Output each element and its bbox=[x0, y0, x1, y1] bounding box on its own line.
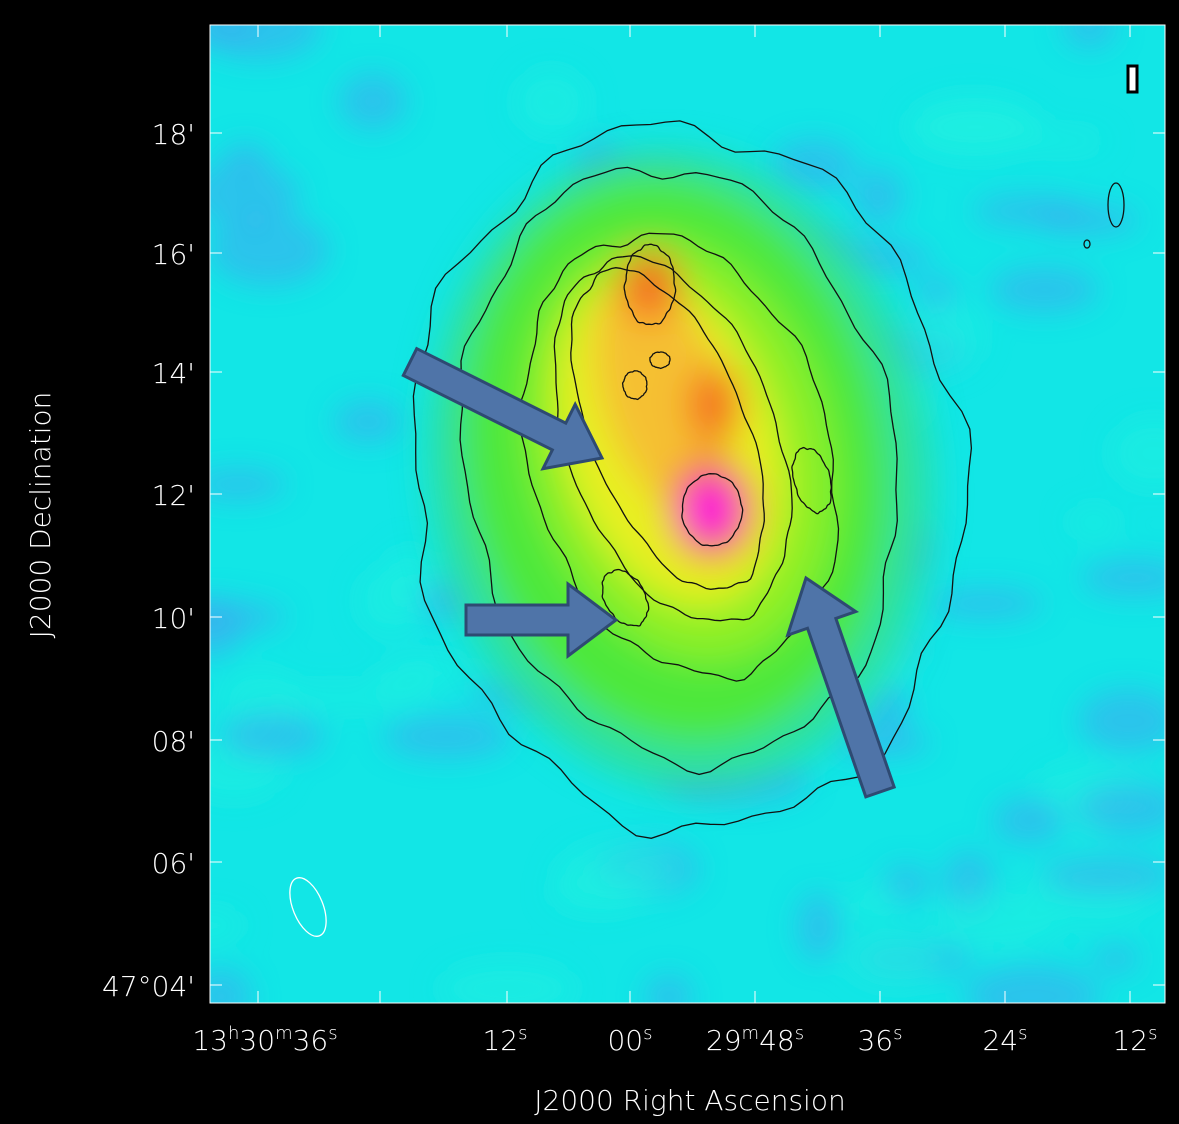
sky-image bbox=[152, 0, 1179, 1027]
noise-blob bbox=[930, 891, 1061, 949]
noise-blob bbox=[843, 886, 900, 921]
superscript: s bbox=[643, 1023, 652, 1044]
tick-text: 30 bbox=[239, 1024, 275, 1057]
y-tick-label: 18' bbox=[152, 118, 195, 151]
noise-blob bbox=[903, 302, 983, 371]
noise-blob bbox=[208, 214, 329, 287]
y-tick-label: 08' bbox=[152, 725, 195, 758]
superscript: s bbox=[795, 1023, 804, 1044]
noise-blob bbox=[515, 68, 589, 136]
noise-blob bbox=[358, 567, 421, 636]
noise-blob bbox=[339, 73, 406, 129]
noise-blob bbox=[383, 715, 511, 759]
noise-blob bbox=[220, 713, 325, 759]
stokes-marker bbox=[1128, 66, 1137, 92]
noise-blob bbox=[993, 797, 1065, 844]
noise-blob bbox=[974, 195, 1086, 227]
superscript: m bbox=[275, 1023, 293, 1044]
tick-text: 36 bbox=[293, 1024, 329, 1057]
tick-text: 12 bbox=[1112, 1024, 1148, 1057]
tick-text: 24 bbox=[982, 1024, 1018, 1057]
x-tick-label: 13h30m36s bbox=[192, 1023, 337, 1057]
noise-blob bbox=[1076, 782, 1179, 835]
superscript: s bbox=[893, 1023, 902, 1044]
noise-blob bbox=[1093, 945, 1139, 973]
superscript: s bbox=[1148, 1023, 1157, 1044]
tick-text: 00 bbox=[607, 1024, 643, 1057]
y-tick-label: 12' bbox=[152, 479, 195, 512]
noise-blob bbox=[797, 892, 839, 961]
x-axis-label: J2000 Right Ascension bbox=[534, 1084, 845, 1117]
y-tick-label: 14' bbox=[152, 357, 195, 390]
tick-text: 12 bbox=[482, 1024, 518, 1057]
superscript: h bbox=[228, 1023, 239, 1044]
y-tick-label: 06' bbox=[152, 847, 195, 880]
noise-blob bbox=[845, 932, 940, 985]
tick-text: 36 bbox=[857, 1024, 893, 1057]
tick-text: 48 bbox=[759, 1024, 795, 1057]
tick-text: 13 bbox=[192, 1024, 228, 1057]
tick-text: 29 bbox=[706, 1024, 742, 1057]
y-axis-label: J2000 Declination bbox=[24, 392, 57, 639]
superscript: s bbox=[1018, 1023, 1027, 1044]
superscript: m bbox=[742, 1023, 760, 1044]
superscript: s bbox=[328, 1023, 337, 1044]
noise-blob bbox=[556, 842, 675, 902]
noise-blob bbox=[912, 103, 1044, 152]
figure: J2000 Declination J2000 Right Ascension … bbox=[0, 0, 1179, 1124]
noise-blob bbox=[334, 401, 402, 443]
noise-blob bbox=[990, 267, 1099, 313]
y-tick-label: 47°04' bbox=[102, 970, 195, 1003]
y-tick-label: 10' bbox=[152, 602, 195, 635]
superscript: s bbox=[518, 1023, 527, 1044]
noise-blob bbox=[928, 588, 1043, 618]
noise-blob bbox=[1068, 505, 1120, 540]
noise-blob bbox=[1079, 689, 1179, 753]
noise-blob bbox=[371, 662, 435, 709]
y-tick-label: 16' bbox=[152, 238, 195, 271]
